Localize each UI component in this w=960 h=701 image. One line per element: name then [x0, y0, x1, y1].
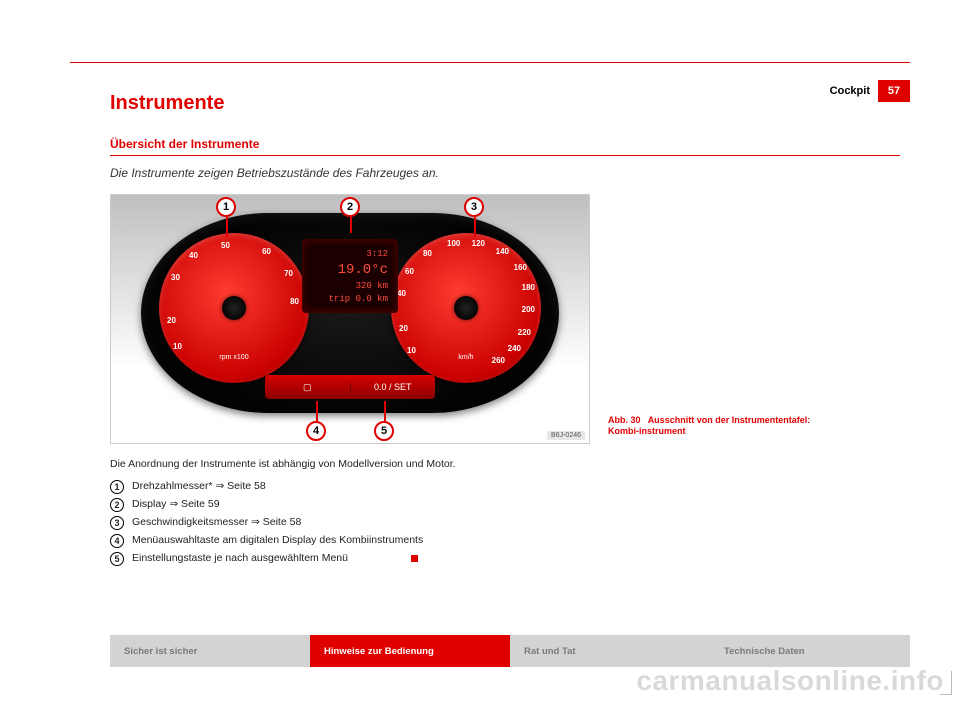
- list-item: 1 Drehzahlmesser* ⇒ Seite 58: [110, 480, 900, 494]
- list-badge: 2: [110, 498, 124, 512]
- tick: 220: [518, 328, 531, 337]
- watermark: carmanualsonline.info: [636, 665, 944, 697]
- tick: 100: [447, 239, 460, 248]
- list-item: 5 Einstellungstaste je nach ausgewähltem…: [110, 552, 900, 566]
- tick: 50: [221, 241, 230, 250]
- list-text: Menüauswahltaste am digitalen Display de…: [132, 534, 423, 546]
- heading-2: Übersicht der Instrumente: [110, 137, 900, 151]
- instrument-cluster-figure: 1 2 3 4 5 10 20 30 40 50 60 70 80: [110, 194, 590, 444]
- tick: 80: [423, 249, 432, 258]
- gauge-cap: [222, 296, 246, 320]
- content-area: Instrumente Übersicht der Instrumente Di…: [110, 92, 900, 570]
- body-paragraph: Die Anordnung der Instrumente ist abhäng…: [110, 458, 900, 470]
- list-item: 4 Menüauswahltaste am digitalen Display …: [110, 534, 900, 548]
- callout-3: 3: [464, 197, 484, 217]
- set-reset-button[interactable]: 0.0 / SET: [351, 382, 436, 392]
- gauge-unit: rpm x100: [159, 354, 309, 361]
- figure-row: 1 2 3 4 5 10 20 30 40 50 60 70 80: [110, 194, 900, 444]
- list-badge: 1: [110, 480, 124, 494]
- tick: 200: [522, 305, 535, 314]
- subtitle: Die Instrumente zeigen Betriebszustände …: [110, 166, 900, 180]
- tick: 10: [173, 342, 182, 351]
- heading-1: Instrumente: [110, 92, 900, 115]
- tachometer-gauge: 10 20 30 40 50 60 70 80 rpm x100: [159, 233, 309, 383]
- callout-4: 4: [306, 421, 326, 441]
- tick: 120: [472, 239, 485, 248]
- callout-1: 1: [216, 197, 236, 217]
- tick: 60: [262, 247, 271, 256]
- cluster-housing: 10 20 30 40 50 60 70 80 rpm x100 10: [141, 213, 559, 413]
- menu-select-button[interactable]: ▢: [265, 382, 351, 393]
- list-text: Geschwindigkeitsmesser ⇒ Seite 58: [132, 516, 301, 528]
- tick: 30: [171, 273, 180, 282]
- tick: 240: [508, 344, 521, 353]
- tick: 140: [496, 247, 509, 256]
- footer-tab-3: Rat und Tat: [510, 635, 710, 667]
- tick: 40: [189, 251, 198, 260]
- button-strip: ▢ 0.0 / SET: [265, 375, 435, 399]
- tick: 20: [167, 316, 176, 325]
- list-text: Display ⇒ Seite 59: [132, 498, 220, 510]
- display-time: 3:12: [312, 249, 388, 259]
- figure-caption: Abb. 30 Ausschnitt von der Instrumentent…: [608, 415, 828, 444]
- manual-page: Cockpit 57 Instrumente Übersicht der Ins…: [0, 0, 960, 701]
- header-rule: [70, 62, 910, 63]
- gauge-unit: km/h: [391, 354, 541, 361]
- list-text-inner: Einstellungstaste je nach ausgewähltem M…: [132, 552, 348, 564]
- gauge-cap: [454, 296, 478, 320]
- tick: 70: [284, 269, 293, 278]
- callout-2: 2: [340, 197, 360, 217]
- caption-prefix: Abb. 30: [608, 415, 641, 425]
- callout-5: 5: [374, 421, 394, 441]
- footer-tab-1: Sicher ist sicher: [110, 635, 310, 667]
- numbered-list: 1 Drehzahlmesser* ⇒ Seite 58 2 Display ⇒…: [110, 480, 900, 566]
- header: Cockpit 57: [0, 40, 960, 62]
- figure-id: B6J-0246: [547, 431, 585, 440]
- center-display: 3:12 19.0°c 320 km trip 0.0 km: [302, 239, 398, 313]
- list-text: Einstellungstaste je nach ausgewähltem M…: [132, 552, 418, 564]
- tick: 180: [522, 283, 535, 292]
- list-badge: 5: [110, 552, 124, 566]
- heading-2-rule: [110, 155, 900, 156]
- list-item: 3 Geschwindigkeitsmesser ⇒ Seite 58: [110, 516, 900, 530]
- tick: 80: [290, 297, 299, 306]
- tick: 20: [399, 324, 408, 333]
- end-square-icon: [411, 555, 418, 562]
- list-badge: 4: [110, 534, 124, 548]
- footer-tab-4: Technische Daten: [710, 635, 910, 667]
- display-trip: trip 0.0 km: [312, 294, 388, 304]
- footer-tabs: Sicher ist sicher Hinweise zur Bedienung…: [110, 635, 910, 667]
- list-badge: 3: [110, 516, 124, 530]
- list-text: Drehzahlmesser* ⇒ Seite 58: [132, 480, 266, 492]
- display-temp: 19.0°c: [312, 262, 388, 278]
- list-item: 2 Display ⇒ Seite 59: [110, 498, 900, 512]
- tick: 160: [514, 263, 527, 272]
- tick: 60: [405, 267, 414, 276]
- speedometer-gauge: 10 20 40 60 80 100 120 140 160 180 200 2…: [391, 233, 541, 383]
- display-odo: 320 km: [312, 281, 388, 291]
- tick: 40: [397, 289, 406, 298]
- footer-tab-2: Hinweise zur Bedienung: [310, 635, 510, 667]
